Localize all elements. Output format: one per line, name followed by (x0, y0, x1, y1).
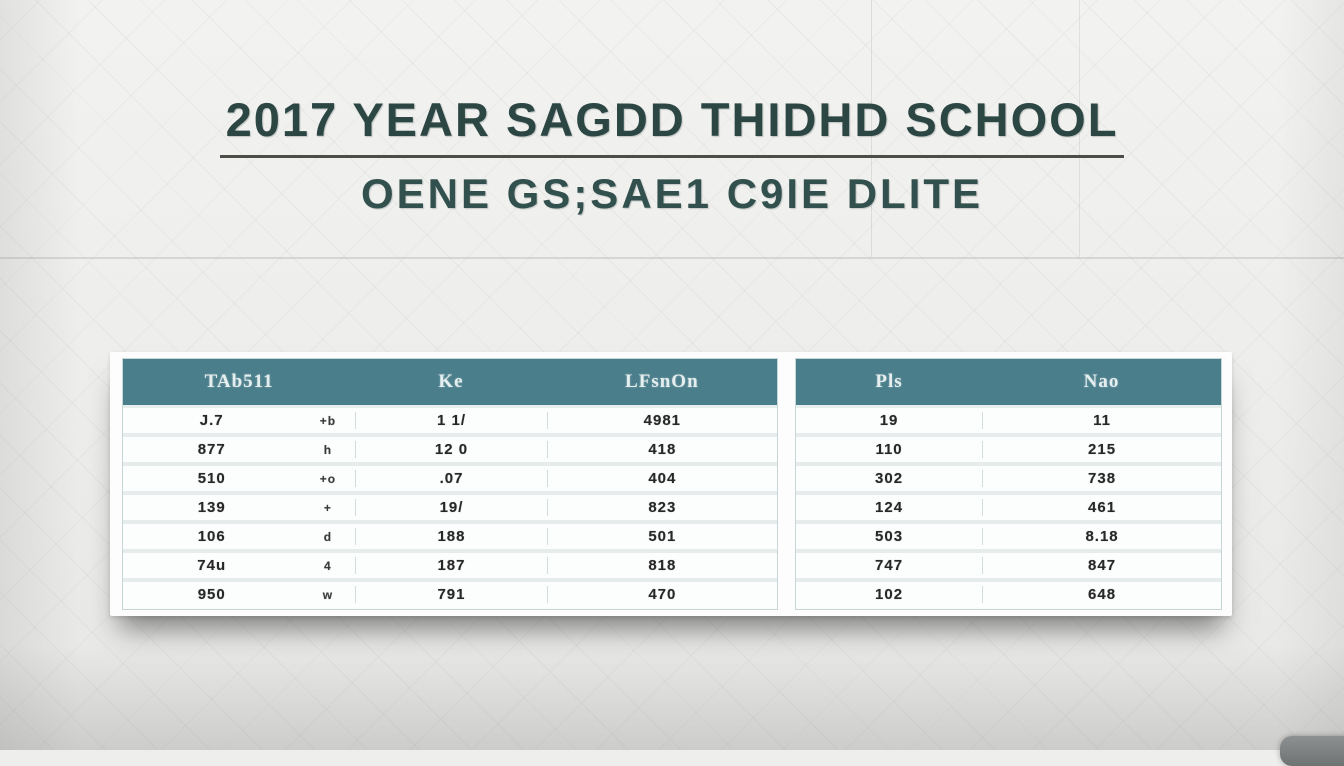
cell-value: 187 (355, 557, 546, 574)
left-header-col1: TAb511 (204, 371, 274, 392)
cell-value: 12 0 (355, 441, 546, 458)
table-row: 747 847 (796, 553, 1221, 582)
cell-value: 648 (982, 586, 1221, 603)
table-row: 139 + 19/ 823 (123, 495, 777, 524)
cell-value: 215 (982, 441, 1221, 458)
cell-value: 791 (355, 586, 546, 603)
schedule-table-left: TAb511 Ke LFsnOn J.7 +b 1 1/ 4981 877 h … (122, 358, 778, 610)
cell-symbol: w (322, 587, 334, 602)
table-row: 124 461 (796, 495, 1221, 524)
wall-vertical-seam-right (1079, 0, 1080, 257)
poster-title: 2017 YEAR SAGDD THIDHD SCHOOL (219, 92, 1125, 158)
right-header-col1: Pls (875, 371, 903, 392)
cell-value: 501 (546, 528, 777, 545)
cell-value: 747 (875, 557, 904, 574)
cell-value: 11 (982, 412, 1221, 429)
table-row: 950 w 791 470 (123, 582, 777, 607)
cell-value: .07 (355, 470, 546, 487)
wall-horizontal-seam (0, 257, 1344, 259)
table-row: J.7 +b 1 1/ 4981 (123, 408, 777, 437)
cell-value: 738 (982, 470, 1221, 487)
left-header-col3: LFsnOn (625, 371, 699, 392)
cell-symbol: +b (319, 413, 337, 428)
cell-value: 8.18 (982, 528, 1221, 545)
poster-subtitle: OENE GS;SAE1 C9IE DLITE (360, 170, 984, 217)
schedule-table-right: Pls Nao 19 11 110 215 302 738 124 461 50… (795, 358, 1222, 610)
table-row: 102 648 (796, 582, 1221, 607)
cell-value: 503 (875, 528, 904, 545)
cell-number: 106 (197, 528, 226, 545)
cell-value: 19/ (355, 499, 546, 516)
table-row: 106 d 188 501 (123, 524, 777, 553)
cell-value: 818 (546, 557, 777, 574)
cell-symbol: h (323, 442, 333, 457)
cell-symbol: 4 (324, 558, 332, 573)
cell-value: 461 (982, 499, 1221, 516)
cell-value: 823 (546, 499, 777, 516)
cell-value: 1 1/ (355, 412, 546, 429)
cell-value: 4981 (546, 412, 777, 429)
table-row: 74u 4 187 818 (123, 553, 777, 582)
left-header-col2: Ke (438, 371, 464, 392)
cell-symbol: d (323, 529, 333, 544)
wall-vertical-seam-left (871, 0, 872, 257)
cell-number: 950 (197, 586, 226, 603)
cell-value: 404 (546, 470, 777, 487)
cell-value: 470 (546, 586, 777, 603)
poster-subtitle-row: OENE GS;SAE1 C9IE DLITE (0, 170, 1344, 218)
cell-value: 302 (875, 470, 904, 487)
table-row: 877 h 12 0 418 (123, 437, 777, 466)
table-row: 302 738 (796, 466, 1221, 495)
cell-number: 877 (197, 441, 226, 458)
left-table-header-row: TAb511 Ke LFsnOn (123, 359, 777, 408)
right-header-col2: Nao (1083, 371, 1120, 392)
poster-title-row: 2017 YEAR SAGDD THIDHD SCHOOL (0, 92, 1344, 158)
cell-value: 19 (879, 412, 899, 429)
cell-symbol: + (323, 500, 332, 515)
table-row: 19 11 (796, 408, 1221, 437)
cell-value: 418 (546, 441, 777, 458)
table-row: 110 215 (796, 437, 1221, 466)
cell-number: 74u (197, 557, 227, 574)
cell-number: J.7 (199, 412, 224, 429)
cell-value: 110 (875, 441, 903, 458)
corner-object (1280, 736, 1344, 766)
cell-value: 102 (875, 586, 904, 603)
schedule-card: TAb511 Ke LFsnOn J.7 +b 1 1/ 4981 877 h … (110, 352, 1232, 616)
cell-number: 139 (197, 499, 226, 516)
right-table-body: 19 11 110 215 302 738 124 461 503 8.18 7… (796, 408, 1221, 607)
table-row: 510 +o .07 404 (123, 466, 777, 495)
cell-value: 847 (982, 557, 1221, 574)
cell-number: 510 (197, 470, 226, 487)
cell-symbol: +o (319, 471, 337, 486)
right-table-header-row: Pls Nao (796, 359, 1221, 408)
cell-value: 124 (875, 499, 904, 516)
left-table-body: J.7 +b 1 1/ 4981 877 h 12 0 418 510 +o .… (123, 408, 777, 607)
cell-value: 188 (355, 528, 546, 545)
table-row: 503 8.18 (796, 524, 1221, 553)
